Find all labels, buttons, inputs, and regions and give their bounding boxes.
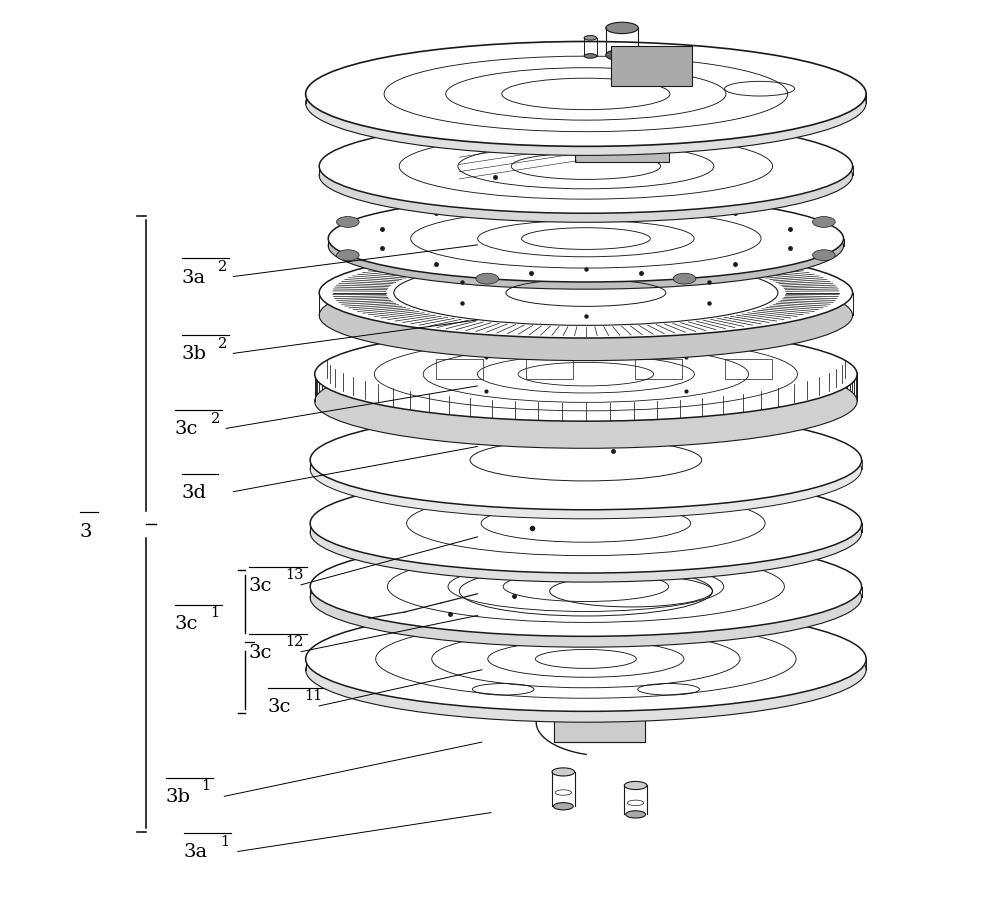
Text: 3c: 3c	[249, 576, 272, 594]
Ellipse shape	[813, 218, 835, 228]
Ellipse shape	[306, 42, 866, 147]
Text: 2: 2	[218, 259, 227, 274]
Ellipse shape	[319, 129, 853, 223]
Ellipse shape	[673, 194, 696, 205]
Ellipse shape	[315, 355, 857, 449]
Ellipse shape	[319, 120, 853, 214]
Text: 3c: 3c	[175, 420, 198, 438]
Text: 2: 2	[211, 411, 220, 425]
Ellipse shape	[553, 803, 573, 810]
Ellipse shape	[394, 261, 778, 326]
Ellipse shape	[319, 271, 853, 361]
Text: 3b: 3b	[182, 345, 207, 363]
Ellipse shape	[310, 420, 862, 519]
Ellipse shape	[673, 274, 696, 284]
Ellipse shape	[310, 537, 862, 637]
Ellipse shape	[813, 250, 835, 261]
Ellipse shape	[328, 203, 844, 290]
Ellipse shape	[476, 194, 499, 205]
FancyBboxPatch shape	[611, 47, 692, 87]
Text: 1: 1	[211, 605, 220, 619]
Ellipse shape	[624, 781, 647, 789]
Text: 3d: 3d	[182, 483, 207, 501]
Ellipse shape	[306, 51, 866, 156]
Text: 11: 11	[304, 688, 322, 703]
Text: 3a: 3a	[182, 268, 206, 286]
Ellipse shape	[306, 618, 866, 722]
Ellipse shape	[606, 51, 638, 61]
Ellipse shape	[315, 328, 857, 422]
Text: 3: 3	[80, 522, 92, 540]
Text: 1: 1	[220, 833, 229, 848]
Ellipse shape	[306, 607, 866, 712]
Text: 3c: 3c	[268, 697, 291, 715]
Ellipse shape	[328, 196, 844, 283]
Ellipse shape	[626, 811, 646, 818]
Ellipse shape	[337, 218, 359, 228]
Ellipse shape	[552, 768, 575, 776]
Ellipse shape	[606, 23, 638, 34]
Text: 3a: 3a	[184, 842, 208, 861]
Ellipse shape	[310, 411, 862, 510]
Text: 3c: 3c	[175, 614, 198, 632]
Text: 1: 1	[202, 778, 211, 793]
Text: 3c: 3c	[249, 643, 272, 661]
Ellipse shape	[310, 483, 862, 582]
FancyBboxPatch shape	[575, 125, 669, 163]
Ellipse shape	[319, 248, 853, 339]
Ellipse shape	[337, 250, 359, 261]
Ellipse shape	[310, 474, 862, 573]
Text: 3b: 3b	[166, 787, 191, 805]
Text: 12: 12	[285, 634, 303, 648]
Ellipse shape	[310, 548, 862, 647]
Ellipse shape	[584, 54, 597, 59]
Text: 2: 2	[218, 336, 227, 350]
Ellipse shape	[584, 36, 597, 41]
Ellipse shape	[476, 274, 499, 284]
Text: 13: 13	[285, 567, 303, 582]
